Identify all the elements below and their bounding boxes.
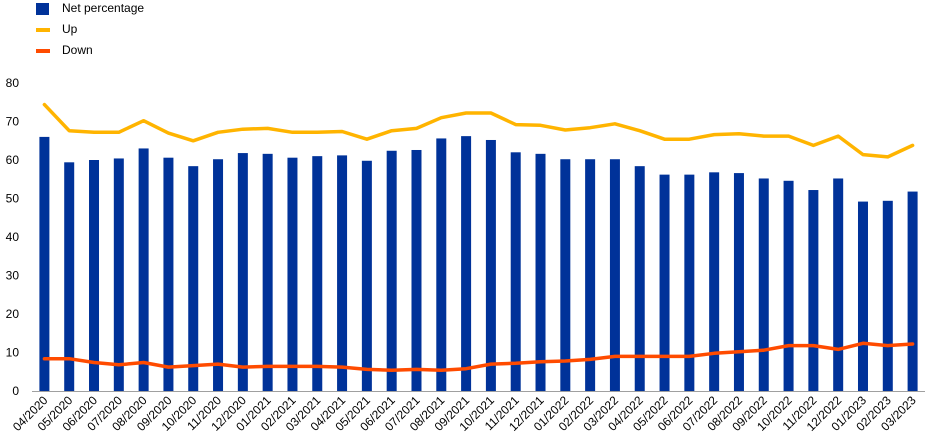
legend-label-up: Up: [62, 22, 78, 36]
bar-net-percentage: [262, 153, 273, 391]
bar-net-percentage: [609, 159, 620, 391]
legend-label-down: Down: [62, 43, 93, 57]
bar-net-percentage: [907, 191, 918, 391]
bar-net-percentage: [237, 153, 248, 391]
bar-net-percentage: [337, 155, 348, 391]
bar-net-percentage: [758, 178, 769, 391]
bar-net-percentage: [461, 136, 472, 391]
series-line-up: [42, 102, 915, 159]
bar-net-percentage: [188, 166, 199, 391]
y-tick-label: 50: [6, 192, 20, 206]
y-tick-label: 70: [6, 115, 20, 129]
bar-net-percentage: [659, 174, 670, 391]
bar-net-percentage: [361, 160, 372, 391]
series-line-down: [42, 341, 915, 372]
bar-net-percentage: [709, 172, 720, 391]
bar-net-percentage: [213, 159, 224, 391]
bar-net-percentage: [138, 148, 149, 391]
bar-net-percentage: [64, 162, 75, 391]
y-tick-label: 60: [6, 153, 20, 167]
bar-net-percentage: [113, 158, 124, 391]
bar-net-percentage: [783, 180, 794, 391]
legend-swatch-down: [36, 49, 50, 53]
bar-net-percentage: [684, 174, 695, 391]
bar-net-percentage: [733, 173, 744, 391]
bar-net-percentage: [163, 157, 174, 391]
bar-net-percentage: [634, 166, 645, 391]
bar-net-percentage: [411, 149, 422, 391]
bar-net-percentage: [287, 157, 298, 391]
bar-net-percentage: [882, 200, 893, 391]
bar-net-percentage: [833, 178, 844, 391]
bar-net-percentage: [436, 138, 447, 391]
bar-net-percentage: [535, 153, 546, 391]
y-tick-label: 0: [12, 384, 19, 398]
bar-net-percentage: [560, 159, 571, 391]
bar-net-percentage: [585, 159, 596, 391]
bar-net-percentage: [857, 201, 868, 391]
bar-net-percentage: [485, 139, 496, 391]
y-tick-label: 20: [6, 307, 20, 321]
y-tick-label: 80: [6, 76, 20, 90]
legend-swatch-net-percentage: [36, 3, 49, 15]
y-tick-label: 30: [6, 269, 20, 283]
y-tick-label: 10: [6, 346, 20, 360]
bar-net-percentage: [386, 150, 397, 391]
legend-swatch-up: [36, 28, 50, 32]
bar-net-percentage: [39, 136, 50, 391]
y-tick-label: 40: [6, 230, 20, 244]
bar-net-percentage: [312, 156, 323, 391]
bar-net-percentage: [808, 190, 819, 391]
bar-net-percentage: [510, 152, 521, 391]
legend-label-net-percentage: Net percentage: [62, 1, 145, 15]
bar-net-percentage: [89, 160, 100, 391]
